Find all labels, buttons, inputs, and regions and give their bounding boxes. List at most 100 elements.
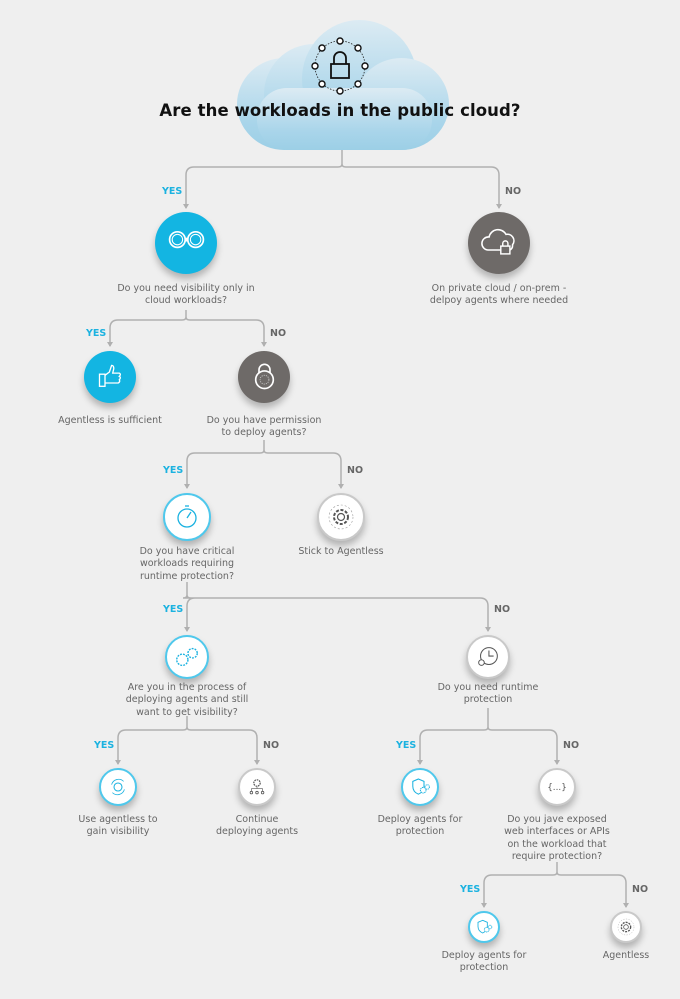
node-label-line: deploying agents — [215, 826, 299, 838]
cloud-header — [237, 18, 449, 150]
node-label-line: Do you need visibility only in — [117, 283, 255, 294]
flow-node — [468, 212, 530, 274]
network-lock-icon — [311, 37, 369, 95]
node-label-line: Do you jave exposed — [507, 814, 607, 825]
connector — [483, 862, 627, 907]
gears-icon — [176, 647, 198, 667]
node-label: Are you in the process of deploying agent… — [87, 682, 287, 719]
node-label-line: require protection? — [511, 850, 603, 862]
svg-text:{...}: {...} — [547, 783, 567, 793]
node-label: Do you jave exposed web interfaces or API… — [457, 814, 657, 863]
node-label-line: protection — [463, 694, 513, 706]
shield-gears-icon — [477, 919, 493, 934]
no-label: NO — [270, 328, 287, 339]
arrowhead — [417, 760, 423, 765]
node-label-line: Agentless is sufficient — [58, 415, 162, 426]
flow-node — [401, 768, 439, 806]
flow-node — [238, 768, 276, 806]
node-label: Stick to Agentless — [241, 546, 441, 558]
node-label: Do you have permission to deploy agents? — [164, 415, 364, 440]
binoculars-icon — [168, 230, 204, 248]
connector — [186, 440, 342, 488]
flow-node: {...} — [538, 768, 576, 806]
gear-network-icon — [249, 779, 265, 795]
flow-node — [238, 351, 290, 403]
flow-node — [163, 493, 211, 541]
node-label: Deploy agents for protection — [320, 814, 520, 839]
node-label-line: runtime protection? — [139, 570, 234, 582]
arrowhead — [261, 342, 267, 347]
node-label-line: Do you have critical — [139, 546, 235, 557]
node-label-line: gain visibility — [86, 826, 150, 838]
connector — [185, 148, 500, 208]
node-label: Use agentless to gain visibility — [18, 814, 218, 839]
arrowhead — [554, 760, 560, 765]
node-label-line: Deploy agents for — [377, 814, 463, 825]
node-label-line: web interfaces or APIs — [504, 826, 610, 838]
yes-label: YES — [94, 740, 115, 751]
node-label: Do you need runtime protection — [388, 682, 588, 707]
node-label-line: deploying agents and still — [125, 694, 249, 706]
node-label-line: delpoy agents where needed — [429, 295, 569, 307]
cloud-lock-icon — [480, 228, 515, 255]
flow-node — [155, 212, 217, 274]
no-label: NO — [263, 740, 280, 751]
node-label: Continue deploying agents — [157, 814, 357, 839]
connector — [117, 716, 258, 764]
arrowhead — [254, 760, 260, 765]
flow-node — [99, 768, 137, 806]
arrowhead — [184, 484, 190, 489]
no-label: NO — [347, 465, 364, 476]
node-label: Do you have critical workloads requiring r… — [87, 546, 287, 583]
node-label: Deploy agents for protection — [384, 950, 584, 975]
page-title: Are the workloads in the public cloud? — [159, 101, 521, 120]
flow-node — [468, 911, 500, 943]
arrowhead — [481, 903, 487, 908]
node-label-line: Stick to Agentless — [298, 546, 384, 557]
node-label-line: on the workload that — [507, 838, 607, 850]
no-label: NO — [632, 884, 649, 895]
gear-icon — [328, 504, 354, 530]
connector — [109, 310, 265, 346]
flow-node — [466, 635, 510, 679]
node-label-line: On private cloud / on-prem - — [431, 283, 567, 294]
node-label-line: protection — [459, 962, 509, 974]
thumbs-up-icon — [98, 364, 121, 387]
node-label-line: workloads requiring — [139, 558, 235, 570]
arrowhead — [183, 204, 189, 209]
arrowhead — [107, 342, 113, 347]
gear-icon — [617, 918, 635, 936]
yes-label: YES — [396, 740, 417, 751]
node-label: Agentless is sufficient — [10, 415, 210, 427]
node-label-line: want to get visibility? — [136, 706, 238, 718]
no-label: NO — [494, 604, 511, 615]
no-label: NO — [563, 740, 580, 751]
arrowhead — [496, 204, 502, 209]
node-label-line: Are you in the process of — [127, 682, 247, 693]
node-label-line: Deploy agents for — [441, 950, 527, 961]
connector — [182, 582, 489, 631]
shield-gears-icon — [412, 778, 430, 795]
yes-label: YES — [86, 328, 107, 339]
braces-icon: {...} — [547, 783, 567, 793]
arrowhead — [184, 627, 190, 632]
node-label-line: Do you have permission — [206, 415, 322, 426]
yes-label: YES — [460, 884, 481, 895]
padlock-icon — [254, 363, 274, 389]
arrowhead — [338, 484, 344, 489]
arrowhead — [623, 903, 629, 908]
node-label-line: Continue — [235, 814, 279, 825]
node-label: On private cloud / on-prem - delpoy agent… — [399, 283, 599, 308]
yes-label: YES — [163, 465, 184, 476]
node-label-line: Agentless — [602, 950, 650, 961]
connector — [419, 708, 558, 764]
arrowhead — [485, 627, 491, 632]
node-label: Do you need visibility only in cloud work… — [86, 283, 286, 308]
arrowhead — [115, 760, 121, 765]
yes-label: YES — [162, 186, 183, 197]
clock-icon — [478, 647, 498, 666]
flow-node — [317, 493, 365, 541]
node-label-line: cloud workloads? — [144, 295, 228, 307]
no-label: NO — [505, 186, 522, 197]
